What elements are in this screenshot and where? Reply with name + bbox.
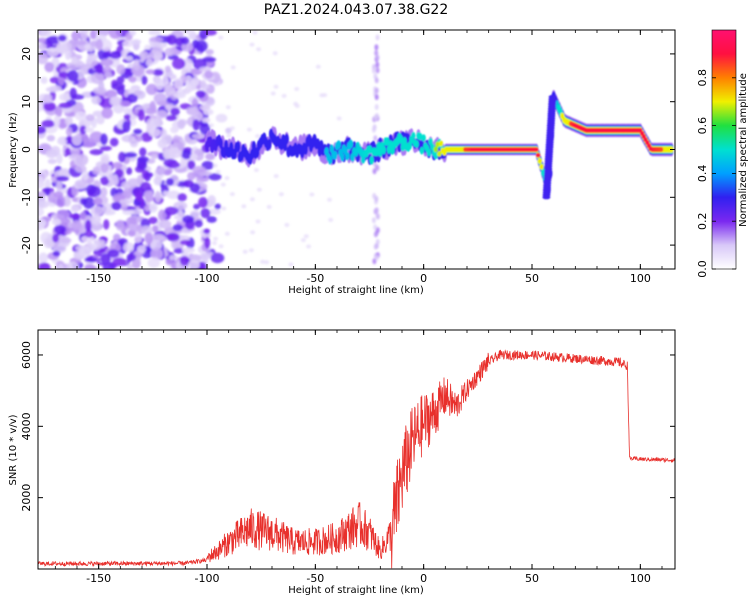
y-tick-label: 4000 [20, 412, 33, 440]
y-tick-label: 20 [20, 47, 33, 61]
x-tick-label: 0 [420, 572, 427, 585]
colorbar-frame [711, 29, 737, 270]
heatmap-x-ticks: -150 -100 -50 0 50 100 [54, 30, 663, 285]
colorbar-gradient [712, 30, 736, 269]
y-tick-label: -10 [20, 188, 33, 206]
heatmap-y-ticks: -20 -10 0 10 20 [20, 29, 675, 270]
heatmap-y-label: Frequency (Hz) [8, 112, 19, 188]
y-tick-label: 0 [20, 146, 33, 153]
y-tick-label: 6000 [20, 341, 33, 369]
snr-x-ticks: -150 -100 -50 0 50 100 [54, 330, 663, 585]
snr-series-line [38, 349, 675, 569]
colorbar-ticks: 0.0 0.2 0.4 0.6 0.8 [696, 69, 736, 278]
colorbar-tick-label: 0.8 [696, 69, 709, 87]
heatmap-image [38, 30, 674, 269]
colorbar-tick-label: 0.6 [696, 117, 709, 135]
y-tick-label: -20 [20, 236, 33, 254]
colorbar-tick-label: 0.2 [696, 212, 709, 230]
heatmap-x-label: Height of straight line (km) [288, 285, 424, 296]
x-tick-label: -100 [195, 572, 220, 585]
snr-y-ticks: 2000 4000 6000 [20, 341, 675, 512]
colorbar-label: Normalized spectral amplitude [738, 73, 749, 227]
x-tick-label: -150 [86, 272, 111, 285]
x-tick-label: 100 [630, 572, 651, 585]
colorbar-tick-label: 0.4 [696, 165, 709, 183]
y-tick-label: 2000 [20, 484, 33, 512]
snr-frame [37, 329, 676, 570]
colorbar: 0.0 0.2 0.4 0.6 0.8 Normalized spectral ampl… [696, 29, 749, 278]
snr-y-label: SNR (10 * v/v) [8, 414, 19, 485]
x-tick-label: -150 [86, 572, 111, 585]
x-tick-label: -100 [195, 272, 220, 285]
figure-title: PAZ1.2024.043.07.38.G22 [264, 2, 449, 18]
x-tick-label: 50 [525, 572, 539, 585]
snr-panel: -150 -100 -50 0 50 100 2000 4000 6000 Height of… [8, 329, 676, 596]
snr-x-label: Height of straight line (km) [288, 585, 424, 596]
x-tick-label: -50 [306, 572, 324, 585]
colorbar-tick-label: 0.0 [696, 260, 709, 278]
x-tick-label: 100 [630, 272, 651, 285]
x-tick-label: 50 [525, 272, 539, 285]
y-tick-label: 10 [20, 95, 33, 109]
x-tick-label: -50 [306, 272, 324, 285]
x-tick-label: 0 [420, 272, 427, 285]
